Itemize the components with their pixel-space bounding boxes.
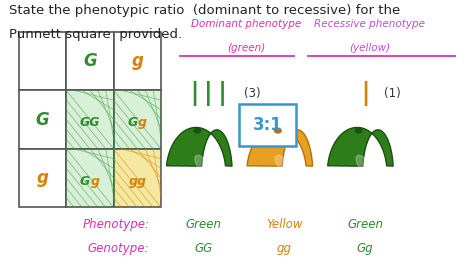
Text: g: g (131, 52, 144, 70)
Text: G: G (83, 52, 97, 70)
Text: Phenotype:: Phenotype: (82, 218, 149, 231)
Text: gg: gg (277, 242, 292, 255)
Text: State the phenotypic ratio  (dominant to recessive) for the: State the phenotypic ratio (dominant to … (9, 4, 401, 17)
Ellipse shape (356, 155, 369, 172)
Bar (114, 32, 161, 90)
Bar (114, 149, 161, 207)
Text: Recessive phenotype: Recessive phenotype (314, 19, 425, 29)
Text: Gg: Gg (356, 242, 374, 255)
Bar (19, 149, 66, 207)
Text: Dominant phenotype: Dominant phenotype (191, 19, 301, 29)
Bar (114, 90, 161, 149)
Text: |||: ||| (187, 81, 230, 106)
Bar (66, 90, 114, 149)
Text: gg: gg (128, 175, 146, 188)
Text: G: G (80, 175, 90, 188)
Text: g: g (36, 169, 49, 187)
Text: (1): (1) (384, 87, 401, 99)
Bar (19, 32, 66, 90)
Ellipse shape (274, 129, 281, 133)
Text: 3:1: 3:1 (253, 116, 283, 134)
Ellipse shape (195, 155, 208, 172)
Text: Green: Green (347, 218, 383, 231)
Text: Genotype:: Genotype: (88, 242, 149, 255)
Text: Green: Green (186, 218, 222, 231)
Text: (green): (green) (228, 43, 265, 53)
Text: Punnett square  provided.: Punnett square provided. (9, 28, 182, 41)
Ellipse shape (194, 129, 201, 133)
Text: G: G (127, 116, 137, 129)
Ellipse shape (355, 129, 362, 133)
Text: Yellow: Yellow (266, 218, 303, 231)
Text: g: g (138, 116, 147, 129)
PathPatch shape (247, 127, 313, 166)
Text: GG: GG (80, 116, 100, 129)
PathPatch shape (166, 127, 232, 166)
Bar (66, 149, 114, 207)
PathPatch shape (328, 127, 393, 166)
Text: GG: GG (195, 242, 213, 255)
Text: g: g (91, 175, 100, 188)
Ellipse shape (275, 155, 288, 172)
Text: (3): (3) (244, 87, 261, 99)
FancyBboxPatch shape (239, 104, 296, 146)
Bar (66, 32, 114, 90)
Bar (19, 90, 66, 149)
Text: (yellow): (yellow) (349, 43, 390, 53)
Text: |: | (358, 81, 372, 106)
Text: G: G (36, 111, 49, 129)
